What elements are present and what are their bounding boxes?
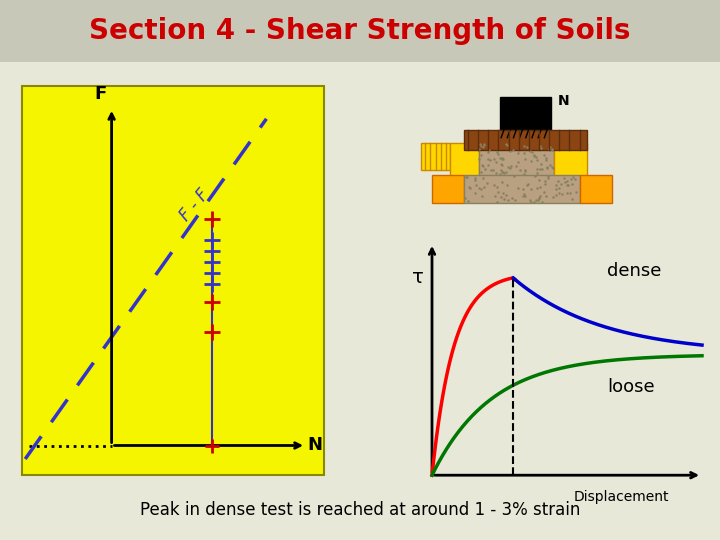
Text: Peak in dense test is reached at around 1 - 3% strain: Peak in dense test is reached at around … <box>140 501 580 519</box>
Text: dense: dense <box>608 262 662 280</box>
Bar <box>464 130 587 150</box>
Bar <box>450 143 479 176</box>
Text: N: N <box>558 94 570 109</box>
Bar <box>432 176 464 202</box>
Bar <box>580 176 612 202</box>
Bar <box>0 0 720 62</box>
Text: Displacement: Displacement <box>573 490 669 504</box>
Bar <box>500 97 551 130</box>
Text: τ: τ <box>412 268 423 287</box>
Text: N: N <box>308 436 323 455</box>
Text: loose: loose <box>608 378 655 396</box>
Bar <box>464 176 580 202</box>
Bar <box>479 143 554 176</box>
Bar <box>421 143 450 170</box>
Text: F: F <box>94 85 107 103</box>
Bar <box>554 143 587 176</box>
Text: F - F: F - F <box>176 186 213 225</box>
Text: Section 4 - Shear Strength of Soils: Section 4 - Shear Strength of Soils <box>89 17 631 45</box>
Bar <box>22 86 324 475</box>
